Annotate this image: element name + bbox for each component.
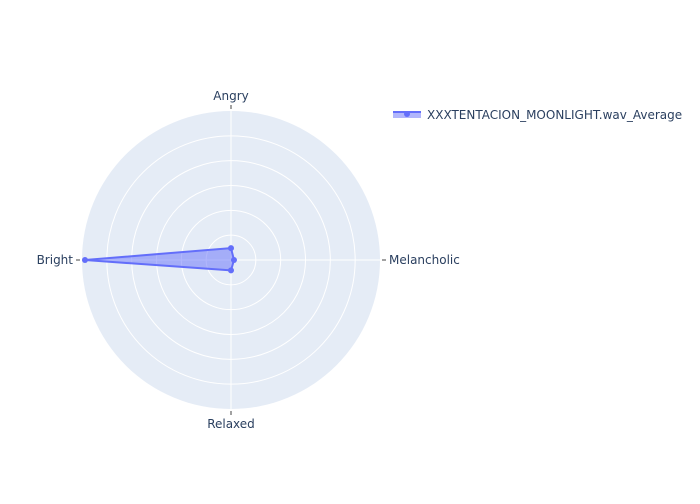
axis-label-melancholic: Melancholic [389, 253, 460, 267]
axis-label-layer: Melancholic Angry Bright Relaxed [37, 89, 460, 431]
legend-marker [404, 111, 410, 117]
data-point-melancholic[interactable] [230, 257, 237, 263]
axis-label-angry: Angry [213, 89, 248, 103]
series-layer [81, 245, 237, 274]
legend-item-label[interactable]: XXXTENTACION_MOONLIGHT.wav_Average [427, 108, 682, 122]
legend[interactable]: XXXTENTACION_MOONLIGHT.wav_Average [393, 108, 682, 122]
axis-label-relaxed: Relaxed [207, 417, 255, 431]
data-point-bright[interactable] [81, 257, 88, 263]
axis-label-bright: Bright [37, 253, 74, 267]
data-point-relaxed[interactable] [228, 267, 234, 274]
data-point-angry[interactable] [228, 245, 234, 252]
